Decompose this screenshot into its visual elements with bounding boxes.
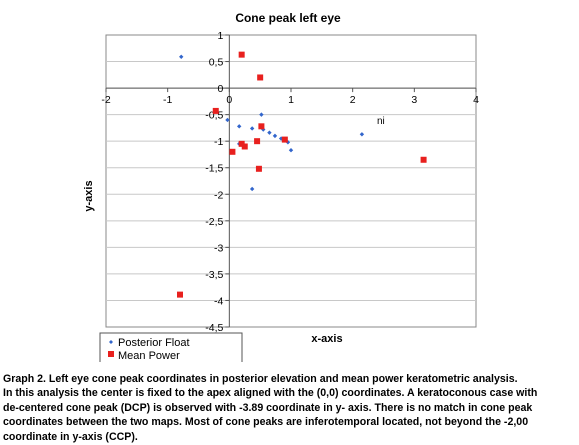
legend-square-marker <box>108 351 114 357</box>
caption-line: coordinate in y-axis (CCP). <box>3 430 138 443</box>
posterior-float-point <box>249 126 255 131</box>
x-tick-label: 0 <box>226 94 232 106</box>
mean-power-point <box>254 138 261 145</box>
mean-power-point <box>258 123 265 130</box>
x-tick-label: 1 <box>288 94 294 106</box>
y-axis-ticks: 10,50-0,5-1-1,5-2-2,5-3-3,5-4-4,5 <box>205 30 230 334</box>
x-tick-label: -1 <box>163 94 172 106</box>
posterior-float-point <box>267 130 272 135</box>
y-tick-label: 0 <box>217 83 223 95</box>
legend-label-mean-power: Mean Power <box>118 350 180 362</box>
x-tick-label: 3 <box>411 94 417 106</box>
y-tick-label: -3 <box>214 242 223 254</box>
mean-power-point <box>238 51 245 58</box>
y-axis-label: y-axis <box>83 180 95 211</box>
posterior-float-point <box>237 124 242 129</box>
caption-line: Graph 2. Left eye cone peak coordinates … <box>3 373 518 385</box>
x-tick-label: -2 <box>101 94 110 106</box>
caption-line: de-centered cone peak (DCP) is observed … <box>3 401 533 414</box>
chart-title: Cone peak left eye <box>235 11 341 25</box>
posterior-float-point <box>179 54 184 59</box>
data-points <box>177 51 427 298</box>
y-tick-label: -1,5 <box>205 163 223 175</box>
y-tick-label: 1 <box>217 30 223 42</box>
posterior-float-point <box>359 132 365 137</box>
caption-line: In this analysis the center is fixed to … <box>3 387 538 400</box>
posterior-float-point <box>249 186 255 192</box>
posterior-float-point <box>272 133 278 139</box>
mean-power-point <box>229 148 236 155</box>
y-tick-label: -0,5 <box>205 110 223 122</box>
legend: Posterior Float Mean Power <box>99 332 243 362</box>
mean-power-point <box>177 291 183 298</box>
plot-area <box>105 34 477 328</box>
mean-power-point <box>212 107 219 114</box>
y-tick-label: -2,5 <box>205 216 223 228</box>
posterior-float-point <box>225 117 230 123</box>
mean-power-point <box>281 136 288 143</box>
x-tick-label: 4 <box>473 94 479 106</box>
mean-power-point <box>238 140 245 147</box>
posterior-float-point <box>259 112 264 117</box>
x-axis-label: x-axis <box>311 333 342 345</box>
x-axis-ticks: -2 -1 0 1 2 3 4 <box>101 88 479 106</box>
x-tick-label: 2 <box>350 94 356 106</box>
mean-power-point <box>255 165 262 172</box>
scatter-chart: Cone peak left eye -2 -1 0 1 2 3 4 10,50-0,5-1… <box>83 11 479 362</box>
y-tick-label: -3,5 <box>205 269 223 281</box>
annotation-ni: ni <box>377 116 385 127</box>
mean-power-point <box>241 143 248 150</box>
legend-box <box>99 332 243 362</box>
mean-power-point <box>257 74 264 81</box>
posterior-float-point <box>288 148 294 153</box>
y-tick-label: -1 <box>214 136 223 148</box>
caption-line: coordinates between the two maps. Most o… <box>3 416 529 429</box>
figure-caption: Graph 2. Left eye cone peak coordinates … <box>3 372 577 444</box>
y-tick-label: -2 <box>214 189 223 201</box>
y-tick-label: -4,5 <box>205 322 223 334</box>
legend-label-posterior-float: Posterior Float <box>118 337 190 349</box>
mean-power-point <box>420 156 427 163</box>
y-tick-label: -4 <box>214 295 223 307</box>
y-tick-label: 0,5 <box>209 57 224 69</box>
legend-diamond-marker <box>109 340 113 344</box>
